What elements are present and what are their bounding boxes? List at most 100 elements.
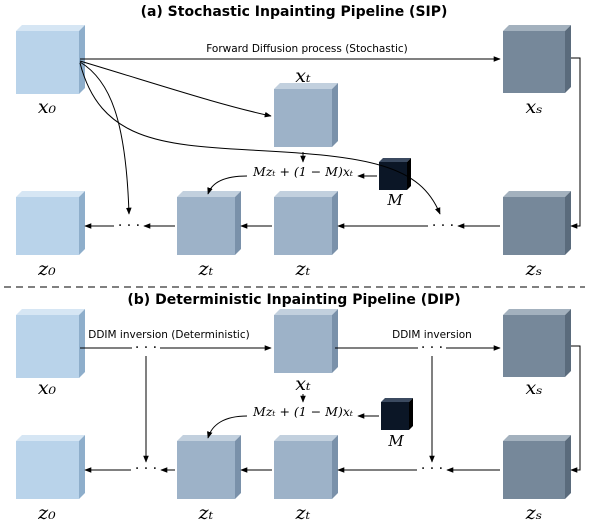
sip-xt-cube-side	[332, 83, 338, 147]
dip-ddim-inversion-label-1: DDIM inversion (Deterministic)	[88, 329, 249, 341]
sip-xs-cube	[503, 25, 571, 93]
sip-x0-label: x₀	[38, 96, 57, 118]
sip-xs-cube-top	[503, 25, 571, 31]
sip-mask-cube	[379, 158, 411, 190]
dip-dots-bottom-right: · · ·	[421, 461, 443, 477]
dip-title: (b) Deterministic Inpainting Pipeline (D…	[127, 292, 460, 308]
dip-xs-cube-face	[503, 315, 565, 377]
dip-z0-cube-face	[16, 441, 79, 499]
dip-zt-left-cube	[177, 435, 241, 499]
dip-dots-bottom-left: · · ·	[135, 461, 157, 477]
dip-xt-cube-face	[274, 315, 332, 373]
dip-zt-mid-cube	[274, 435, 338, 499]
dip-section: x₀ xₜ xₛ z₀ zₜ zₜ zₛ M DDIM inversion (D…	[16, 309, 581, 524]
sip-zt-left-cube	[177, 191, 241, 255]
dip-z0-cube	[16, 435, 85, 499]
sip-dots-right: · · ·	[432, 218, 454, 234]
dip-zt-left-label: zₜ	[198, 502, 214, 524]
dip-mask-cube-top	[381, 398, 413, 402]
dip-xt-label: xₜ	[295, 373, 311, 395]
sip-zs-cube-side	[565, 191, 571, 255]
sip-z0-cube-side	[79, 191, 85, 255]
dip-xs-cube-top	[503, 309, 571, 315]
sip-x0-to-left-dots-arrow	[79, 61, 132, 215]
sip-x0-to-right-dots-arrow	[79, 62, 441, 215]
dip-dots-top-left: · · ·	[135, 340, 157, 356]
dip-x0-cube-side	[79, 309, 85, 378]
dip-xs-cube-side	[565, 309, 571, 377]
dip-xt-cube-top	[274, 309, 338, 315]
sip-z0-cube-top	[16, 191, 85, 197]
dip-xs-label: xₛ	[525, 377, 542, 399]
sip-zs-cube-top	[503, 191, 571, 197]
sip-zt-mid-cube	[274, 191, 338, 255]
sip-xs-to-zs-arrow	[570, 57, 581, 229]
sip-formula-to-zt-arrow	[207, 175, 248, 195]
dip-dots-top-right: · · ·	[421, 340, 443, 356]
dip-blend-formula: Mzₜ + (1 − M)xₜ	[252, 404, 353, 419]
dip-x0-cube	[16, 309, 85, 378]
sip-xt-cube	[274, 83, 338, 147]
dip-formula-to-zt-arrow	[207, 415, 248, 439]
dip-mask-cube-face	[381, 402, 409, 430]
sip-zs-label: zₛ	[525, 258, 542, 280]
sip-z0-cube	[16, 191, 85, 255]
dip-zt-mid-cube-side	[332, 435, 338, 499]
dip-x0-cube-face	[16, 315, 79, 378]
dip-x0-label: x₀	[38, 377, 57, 399]
dip-xt-cube-side	[332, 309, 338, 373]
sip-z0-cube-face	[16, 197, 79, 255]
sip-xs-cube-face	[503, 31, 565, 93]
dip-mask-cube-side	[409, 398, 413, 430]
sip-dots-left: · · ·	[118, 218, 140, 234]
sip-z0-label: z₀	[37, 258, 56, 280]
sip-x0-cube-top	[16, 25, 85, 31]
dip-zs-cube	[503, 435, 571, 499]
sip-forward-diffusion-label: Forward Diffusion process (Stochastic)	[206, 43, 407, 55]
dip-mask-cube	[381, 398, 413, 430]
sip-mask-cube-face	[379, 162, 407, 190]
dip-zs-cube-face	[503, 441, 565, 499]
dip-zt-left-cube-side	[235, 435, 241, 499]
sip-zt-mid-cube-side	[332, 191, 338, 255]
sip-zt-mid-cube-face	[274, 197, 332, 255]
sip-zt-left-label: zₜ	[198, 258, 214, 280]
sip-mask-cube-top	[379, 158, 411, 162]
sip-zt-mid-cube-top	[274, 191, 338, 197]
sip-mask-label: M	[386, 191, 403, 209]
dip-z0-cube-side	[79, 435, 85, 499]
dip-z0-label: z₀	[37, 502, 56, 524]
dip-ddim-inversion-label-2: DDIM inversion	[392, 329, 472, 341]
sip-zt-left-cube-face	[177, 197, 235, 255]
sip-xt-label: xₜ	[295, 65, 311, 87]
dip-zs-label: zₛ	[525, 502, 542, 524]
sip-x0-to-xt-arrow	[79, 60, 272, 118]
sip-xs-label: xₛ	[525, 96, 542, 118]
dip-x0-cube-top	[16, 309, 85, 315]
dip-mask-label: M	[387, 432, 404, 450]
sip-section: x₀ xₜ xₛ z₀ zₜ zₜ zₛ M Forward Diffusion…	[16, 25, 581, 280]
dip-zs-cube-top	[503, 435, 571, 441]
dip-zt-mid-label: zₜ	[295, 502, 311, 524]
sip-zs-cube	[503, 191, 571, 255]
dip-zs-cube-side	[565, 435, 571, 499]
sip-xt-cube-top	[274, 83, 338, 89]
sip-title: (a) Stochastic Inpainting Pipeline (SIP)	[141, 4, 448, 20]
sip-zs-cube-face	[503, 197, 565, 255]
dip-xs-cube	[503, 309, 571, 377]
sip-xs-cube-side	[565, 25, 571, 93]
sip-x0-cube	[16, 25, 85, 94]
dip-zt-mid-cube-face	[274, 441, 332, 499]
sip-zt-mid-label: zₜ	[295, 258, 311, 280]
sip-blend-formula: Mzₜ + (1 − M)xₜ	[252, 164, 353, 179]
sip-x0-cube-face	[16, 31, 79, 94]
dip-xt-cube	[274, 309, 338, 373]
dip-z0-cube-top	[16, 435, 85, 441]
sip-mask-cube-side	[407, 158, 411, 190]
dip-zt-left-cube-face	[177, 441, 235, 499]
sip-zt-left-cube-side	[235, 191, 241, 255]
dip-xs-to-zs-arrow	[570, 345, 581, 473]
dip-zt-mid-cube-top	[274, 435, 338, 441]
sip-xt-cube-face	[274, 89, 332, 147]
